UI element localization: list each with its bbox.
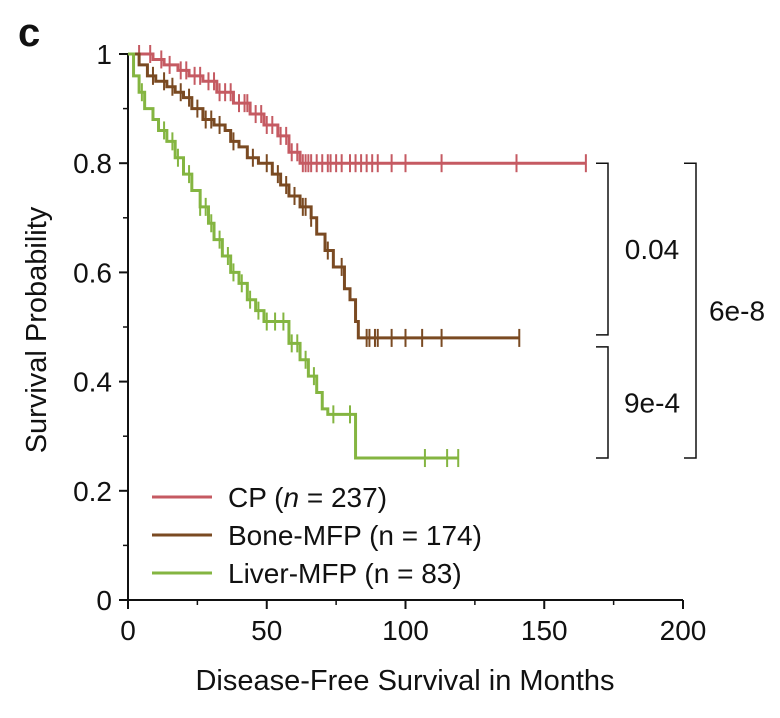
y-tick-label: 0.4: [73, 367, 112, 398]
bracket-line: [596, 162, 609, 336]
bracket-cp-liver: 6e-8: [684, 162, 765, 459]
legend-label: CP (n = 237): [228, 482, 387, 513]
x-tick-label: 150: [521, 615, 568, 646]
legend: CP (n = 237) Bone-MFP (n = 174) Liver-MFP …: [152, 482, 482, 589]
p-value-label: 9e-4: [624, 387, 680, 418]
x-tick-label: 50: [251, 615, 282, 646]
x-tick-label: 200: [660, 615, 707, 646]
p-value-brackets: 0.04 9e-4 6e-8: [596, 162, 765, 459]
survival-curve: [128, 52, 520, 340]
series-1: [128, 52, 521, 347]
p-value-label: 6e-8: [709, 296, 765, 327]
panel-label: c: [18, 11, 40, 55]
x-tick-label: 0: [120, 615, 136, 646]
series-0: [128, 45, 587, 173]
bracket-bone-liver: 9e-4: [596, 346, 680, 459]
series-2: [128, 52, 460, 468]
legend-item-2: Liver-MFP (n = 83): [152, 558, 462, 589]
p-value-label: 0.04: [625, 234, 680, 265]
y-tick-label: 1: [96, 39, 112, 70]
y-tick-label: 0: [96, 585, 112, 616]
y-tick-label: 0.6: [73, 257, 112, 288]
axes: 0 50 100 150 200 0 0.2 0.4 0.6 0.8 1: [73, 39, 706, 646]
legend-item-0: CP (n = 237): [152, 482, 387, 513]
survival-curve: [128, 52, 459, 460]
y-axis-label: Survival Probability: [21, 206, 53, 453]
bracket-line: [684, 162, 697, 459]
bracket-cp-bone: 0.04: [596, 162, 680, 336]
legend-label: Bone-MFP (n = 174): [228, 520, 482, 551]
survival-curves: [128, 45, 587, 468]
x-tick-label: 100: [382, 615, 429, 646]
legend-item-1: Bone-MFP (n = 174): [152, 520, 482, 551]
bracket-line: [596, 346, 609, 459]
y-tick-label: 0.2: [73, 476, 112, 507]
legend-label: Liver-MFP (n = 83): [228, 558, 462, 589]
y-tick-label: 0.8: [73, 148, 112, 179]
x-axis-label: Disease-Free Survival in Months: [195, 665, 614, 697]
